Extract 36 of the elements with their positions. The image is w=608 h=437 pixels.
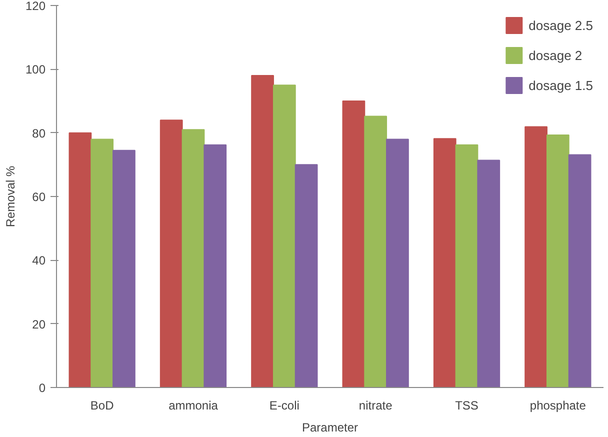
x-tick-label: E-coli xyxy=(269,398,300,412)
bar xyxy=(90,138,114,388)
bar xyxy=(386,138,409,388)
legend-label: dosage 1.5 xyxy=(528,78,593,92)
y-tick-label: 80 xyxy=(32,126,46,140)
bar xyxy=(112,150,136,388)
bar xyxy=(364,116,388,388)
legend-label: dosage 2 xyxy=(528,48,582,62)
x-tick-label: ammonia xyxy=(168,398,218,412)
y-tick-label: 40 xyxy=(32,254,46,268)
bar xyxy=(524,126,548,388)
legend-label: dosage 2.5 xyxy=(528,18,593,32)
y-tick-label: 100 xyxy=(25,62,46,77)
bar xyxy=(433,138,456,388)
bar xyxy=(294,164,318,388)
bar xyxy=(204,144,227,388)
x-tick-label: TSS xyxy=(455,398,478,412)
bar xyxy=(455,144,478,388)
bar xyxy=(68,132,92,388)
bar xyxy=(477,160,500,388)
y-tick-label: 0 xyxy=(38,381,46,395)
bar xyxy=(251,75,274,388)
y-tick-label: 120 xyxy=(25,0,46,13)
x-tick-label: phosphate xyxy=(530,398,586,412)
y-tick-label: 60 xyxy=(32,190,46,204)
y-axis-title: Removal % xyxy=(3,165,18,228)
bar xyxy=(546,134,570,388)
y-tick-label: 20 xyxy=(32,317,46,332)
x-tick-label: BoD xyxy=(90,398,114,412)
x-tick-label: nitrate xyxy=(358,398,393,412)
x-axis-title: Parameter xyxy=(302,420,358,434)
bar xyxy=(568,154,592,388)
bar xyxy=(182,129,205,388)
bar xyxy=(160,120,183,388)
bar xyxy=(342,100,366,388)
bar xyxy=(272,84,296,388)
